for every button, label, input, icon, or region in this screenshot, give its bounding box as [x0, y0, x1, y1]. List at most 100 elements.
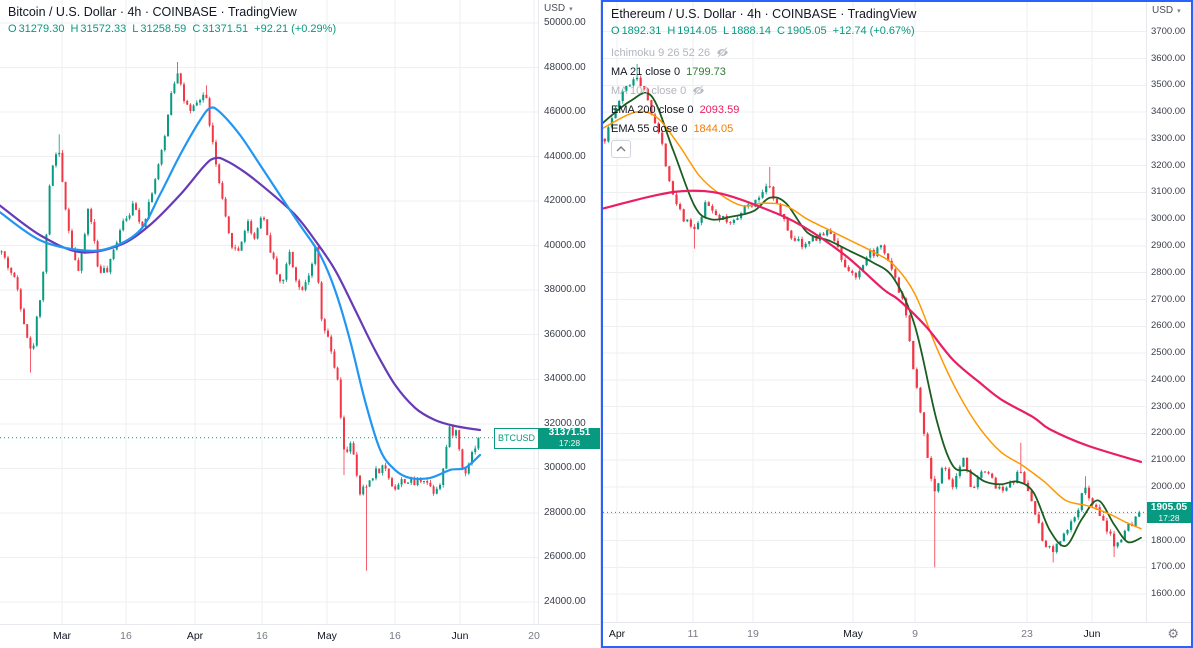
price-axis-label: 3000.00 — [1151, 213, 1186, 225]
time-axis-label: 20 — [528, 630, 540, 642]
low-key: L — [723, 25, 730, 37]
eth-last-price-label: 1905.05 17:28 — [1147, 501, 1191, 524]
price-axis-label: 3200.00 — [1151, 159, 1186, 171]
indicator-legend-row[interactable]: EMA 200 close 0 2093.59 — [611, 100, 739, 119]
chart-pane-ethusd[interactable]: USD ▾ 1600.001700.001800.001900.002000.0… — [601, 0, 1193, 648]
indicator-title: EMA 55 close 0 — [611, 122, 688, 135]
price-axis-label: 3300.00 — [1151, 132, 1186, 144]
last-price: 1905.05 — [1150, 501, 1188, 513]
legend-collapse-button[interactable] — [611, 140, 631, 158]
time-axis-label: 19 — [747, 628, 759, 640]
time-axis-label: Mar — [52, 630, 72, 642]
price-axis-label: 2500.00 — [1151, 347, 1186, 359]
time-axis-label: 16 — [389, 630, 401, 642]
candlestick-chart-canvas[interactable] — [603, 2, 1147, 623]
price-axis-label: 24000.00 — [544, 595, 586, 607]
close-key: C — [776, 25, 785, 37]
price-axis-label: 2700.00 — [1151, 293, 1186, 305]
price-axis-label: 2200.00 — [1151, 427, 1186, 439]
price-axis-label: 34000.00 — [544, 373, 586, 385]
price-axis-label: 2300.00 — [1151, 400, 1186, 412]
time-axis-label: 16 — [256, 630, 268, 642]
indicator-title: EMA 200 close 0 — [611, 103, 694, 116]
eth-header: Ethereum / U.S. Dollar · 4h · COINBASE ·… — [611, 7, 917, 37]
close-value: 31371.51 — [202, 23, 249, 35]
chevron-down-icon: ▾ — [569, 5, 573, 13]
chart-pane-btcusd[interactable]: USD ▾ 24000.00 26000.00 28000.00 30000.00 32… — [0, 0, 601, 648]
time-axis-label: Apr — [186, 630, 204, 642]
price-axis-label: 2000.00 — [1151, 480, 1186, 492]
high-key: H — [667, 25, 676, 37]
open-value: 31279.30 — [18, 23, 65, 35]
indicator-legend-row[interactable]: MA 100 close 0 — [611, 81, 739, 100]
price-axis-label: 2900.00 — [1151, 239, 1186, 251]
eye-slash-icon[interactable] — [692, 84, 705, 97]
btc-chart-title[interactable]: Bitcoin / U.S. Dollar · 4h · COINBASE · … — [8, 5, 297, 19]
btc-time-axis[interactable]: Mar 16 Apr 16 May 16 Jun 20 — [0, 624, 600, 648]
price-axis-label: 3500.00 — [1151, 79, 1186, 91]
open-key: O — [8, 23, 17, 35]
last-price: 31371.51 — [548, 427, 591, 439]
indicator-title: MA 21 close 0 — [611, 65, 681, 78]
eth-currency-dropdown[interactable]: USD ▾ — [1147, 5, 1191, 16]
time-axis-label: 9 — [912, 628, 918, 640]
low-value: 31258.59 — [140, 23, 187, 35]
eth-ohlc-row: O 1892.31 H 1914.05 L 1888.14 C 1905.05 +12.74 (… — [611, 25, 917, 37]
time-axis-label: May — [843, 628, 863, 640]
eth-price-badge: 1905.05 17:28 — [1147, 501, 1191, 524]
high-value: 1914.05 — [677, 25, 718, 37]
price-axis-label: 44000.00 — [544, 150, 586, 162]
indicator-title: MA 100 close 0 — [611, 84, 687, 97]
bar-countdown: 17:28 — [1158, 512, 1180, 523]
high-key: H — [70, 23, 79, 35]
price-axis-label: 3400.00 — [1151, 106, 1186, 118]
chevron-down-icon: ▾ — [1177, 7, 1181, 15]
eth-plot-area[interactable] — [603, 2, 1147, 623]
currency-label: USD — [544, 3, 566, 14]
eth-chart-title[interactable]: Ethereum / U.S. Dollar · 4h · COINBASE ·… — [611, 7, 917, 21]
btc-plot-area[interactable] — [0, 0, 539, 625]
indicator-legend-row[interactable]: Ichimoku 9 26 52 26 — [611, 43, 739, 62]
price-axis-label: 1700.00 — [1151, 561, 1186, 573]
price-axis-label: 3600.00 — [1151, 52, 1186, 64]
time-axis-label: Apr — [608, 628, 626, 640]
price-axis-label: 38000.00 — [544, 284, 586, 296]
change-value: +92.21 (+0.29%) — [254, 23, 337, 35]
eth-indicator-legend: Ichimoku 9 26 52 26 MA 21 close 0 1799.73 M… — [611, 43, 739, 138]
indicator-legend-row[interactable]: EMA 55 close 0 1844.05 — [611, 119, 739, 138]
price-axis-label: 3100.00 — [1151, 186, 1186, 198]
indicator-value: 1844.05 — [693, 122, 734, 135]
bar-countdown: 17:28 — [558, 438, 581, 449]
price-axis-label: 42000.00 — [544, 195, 586, 207]
btc-ohlc-row: O 31279.30 H 31572.33 L 31258.59 C 31371.51 +92.… — [8, 23, 338, 35]
price-axis-label: 1600.00 — [1151, 588, 1186, 600]
price-axis-label: 36000.00 — [544, 328, 586, 340]
close-value: 1905.05 — [786, 25, 827, 37]
time-axis-label: Jun — [1083, 628, 1101, 640]
btc-price-axis[interactable]: USD ▾ 24000.00 26000.00 28000.00 30000.00 32… — [538, 0, 600, 625]
gear-icon[interactable]: ⚙ — [1167, 626, 1179, 641]
btc-currency-dropdown[interactable]: USD ▾ — [539, 3, 600, 14]
price-axis-label: 40000.00 — [544, 239, 586, 251]
change-value: +12.74 (+0.67%) — [832, 25, 915, 37]
eye-slash-icon[interactable] — [716, 46, 729, 59]
high-value: 31572.33 — [80, 23, 127, 35]
price-axis-label: 50000.00 — [544, 17, 586, 28]
indicator-title: Ichimoku 9 26 52 26 — [611, 46, 711, 59]
price-axis-label: 2100.00 — [1151, 454, 1186, 466]
price-axis-label: 2600.00 — [1151, 320, 1186, 332]
time-axis-label: Jun — [451, 630, 469, 642]
time-axis-label: May — [317, 630, 337, 642]
eth-price-axis[interactable]: USD ▾ 1600.001700.001800.001900.002000.0… — [1146, 2, 1191, 623]
time-axis-label: 11 — [687, 628, 699, 640]
price-axis-label: 28000.00 — [544, 506, 586, 518]
price-axis-label: 3700.00 — [1151, 25, 1186, 37]
candlestick-chart-canvas[interactable] — [0, 0, 539, 625]
btc-last-price-label: 31371.51 17:28 — [539, 427, 600, 449]
indicator-legend-row[interactable]: MA 21 close 0 1799.73 — [611, 62, 739, 81]
eth-time-axis[interactable]: ⚙ Apr 11 19 May 9 23 Jun — [603, 622, 1191, 646]
price-axis-label: 2800.00 — [1151, 266, 1186, 278]
low-value: 1888.14 — [731, 25, 771, 37]
open-value: 1892.31 — [621, 25, 662, 37]
time-axis-label: 23 — [1021, 628, 1033, 640]
